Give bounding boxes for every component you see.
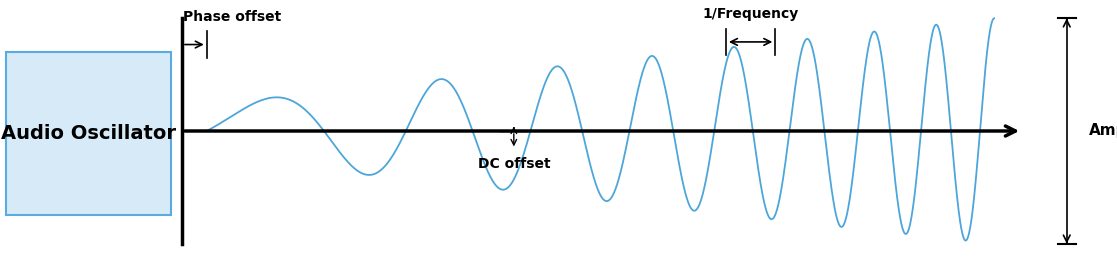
- Text: Phase offset: Phase offset: [183, 10, 281, 24]
- Text: DC offset: DC offset: [477, 157, 551, 171]
- Text: Amplitude: Amplitude: [1089, 123, 1117, 139]
- FancyBboxPatch shape: [6, 52, 171, 215]
- Text: 1/Frequency: 1/Frequency: [703, 7, 799, 21]
- Text: Audio Oscillator: Audio Oscillator: [1, 124, 175, 143]
